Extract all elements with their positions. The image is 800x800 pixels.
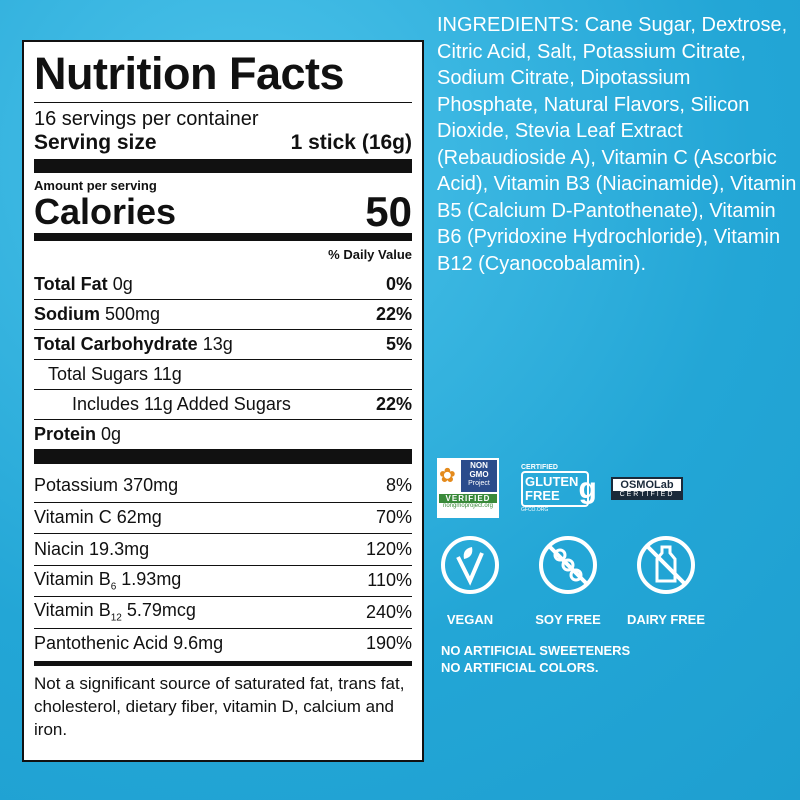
vitamin-dv: 70% <box>375 507 412 528</box>
vitamin-name: Vitamin B6 1.93mg <box>34 568 182 593</box>
claim: NO ARTIFICIAL COLORS. <box>441 660 599 675</box>
gf-certified: CERTIFIED <box>521 463 558 471</box>
nutrient-row: Includes 11g Added Sugars 22% <box>34 389 412 419</box>
dairy-free-label: DAIRY FREE <box>626 612 705 627</box>
calories-value: 50 <box>365 188 412 235</box>
vitamin-row: Vitamin C 62mg 70% <box>34 501 412 534</box>
nutrient-amount: 500mg <box>105 304 161 324</box>
nutrient-row: Protein 0g <box>34 419 412 449</box>
nutrition-facts-label: Nutrition Facts 16 servings per containe… <box>22 40 424 762</box>
nutrient-row: Total Carbohydrate 13g 5% <box>34 329 412 359</box>
nutrient-amount: 13g <box>202 334 233 354</box>
vitamin-row: Vitamin B12 5.79mcg 240% <box>34 596 412 628</box>
divider <box>34 233 412 241</box>
nutrient-dv: 5% <box>385 334 412 354</box>
serving-size-value: 1 stick (16g) <box>290 131 412 154</box>
divider <box>34 661 412 666</box>
vitamin-name: Niacin 19.3mg <box>34 538 150 559</box>
amount-per-serving: Amount per serving <box>34 178 157 193</box>
soy-free-icon <box>539 536 597 594</box>
diet-icons: VEGAN SOY FREE DAIRY FREE <box>440 535 705 627</box>
gf-text: FREE <box>525 487 560 503</box>
nutrient-row: Sodium 500mg 22% <box>34 299 412 329</box>
nutrient-name: Total Carbohydrate 13g <box>34 334 233 354</box>
gluten-free-badge: CERTIFIED GLUTEN FREE g GFCO.ORG <box>521 463 597 513</box>
vitamin-row: Pantothenic Acid 9.6mg 190% <box>34 627 412 660</box>
osmolab-badge: OSMOLab CERTIFIED <box>611 476 683 500</box>
osmolab-certified: CERTIFIED <box>619 490 675 498</box>
divider <box>34 449 412 464</box>
nutrient-amount: 0g <box>101 424 122 444</box>
vegan-leaf-icon <box>441 536 499 594</box>
vitamin-row: Vitamin B6 1.93mg 110% <box>34 564 412 597</box>
nutrient-dv: 22% <box>375 304 412 324</box>
vitamin-amount: 62mg <box>116 507 162 528</box>
vitamin-dv: 120% <box>365 538 412 559</box>
non-gmo-url: nongmoproject.org <box>442 503 494 509</box>
daily-value-header: % Daily Value <box>328 247 412 262</box>
vitamin-dv: 8% <box>385 475 412 496</box>
dairy-free-icon <box>637 536 695 594</box>
divider <box>34 159 412 173</box>
soy-free-badge: SOY FREE <box>535 535 601 627</box>
nutrient-dv: 22% <box>375 394 412 414</box>
ingredients-text: INGREDIENTS: Cane Sugar, Dextrose, Citri… <box>437 14 797 275</box>
servings-per-container: 16 servings per container <box>34 108 259 130</box>
osmolab-name: OSMOLab <box>613 478 681 491</box>
nutrient-name: Sodium 500mg <box>34 304 161 324</box>
nutrient-name: Total Fat 0g <box>34 273 133 294</box>
vitamin-amount: 9.6mg <box>173 633 224 654</box>
nutrient-row: Total Fat 0g 0% <box>34 269 412 299</box>
nutrient-row: Total Sugars 11g <box>34 359 412 389</box>
vitamin-name: Vitamin B12 5.79mcg <box>34 600 196 625</box>
vitamin-amount: 19.3mg <box>89 538 150 559</box>
serving-size-label: Serving size <box>34 131 157 154</box>
vitamin-row: Niacin 19.3mg 120% <box>34 533 412 565</box>
butterfly-icon: ✿ <box>439 465 456 487</box>
calories-label: Calories <box>34 191 177 232</box>
calories-row: Calories 50 <box>34 188 412 235</box>
vitamin-amount: 5.79mcg <box>126 600 196 621</box>
serving-size: Serving size 1 stick (16g) <box>34 131 412 155</box>
vitamin-amount: 1.93mg <box>121 568 182 589</box>
non-gmo-text: GMO <box>469 470 489 479</box>
nutrient-name: Includes 11g Added Sugars <box>72 394 291 414</box>
soy-free-label: SOY FREE <box>535 612 601 627</box>
vitamin-row: Potassium 370mg 8% <box>34 470 412 502</box>
non-gmo-badge: ✿ NON GMO Project VERIFIED nongmoproject… <box>437 458 499 518</box>
certification-badges: ✿ NON GMO Project VERIFIED nongmoproject… <box>437 458 683 518</box>
non-gmo-text: Project <box>468 480 490 487</box>
claim: NO ARTIFICIAL SWEETENERS <box>441 643 631 658</box>
label-title: Nutrition Facts <box>34 46 412 103</box>
claims: NO ARTIFICIAL SWEETENERS NO ARTIFICIAL C… <box>441 642 630 676</box>
nutrient-name: Total Sugars 11g <box>48 364 182 384</box>
vegan-badge: VEGAN <box>440 535 500 627</box>
vitamin-amount: 370mg <box>123 475 179 496</box>
vegan-label: VEGAN <box>446 612 494 627</box>
verified-text: VERIFIED <box>439 494 497 503</box>
gf-text: GLUTEN <box>525 473 579 489</box>
vitamin-dv: 240% <box>365 601 412 622</box>
nutrient-dv: 0% <box>385 273 412 294</box>
nutrient-amount: 0g <box>112 273 133 294</box>
vitamin-name: Vitamin C 62mg <box>34 507 162 528</box>
g-logo-icon: g <box>578 471 597 505</box>
nutrient-name: Protein 0g <box>34 424 122 444</box>
footnote: Not a significant source of saturated fa… <box>34 674 405 739</box>
vitamin-dv: 110% <box>367 570 412 591</box>
vitamin-name: Pantothenic Acid 9.6mg <box>34 633 224 654</box>
vitamin-dv: 190% <box>365 633 412 654</box>
gf-url: GFCO.ORG <box>521 506 549 513</box>
non-gmo-text: NON <box>470 461 488 470</box>
dairy-free-badge: DAIRY FREE <box>627 535 705 627</box>
vitamin-name: Potassium 370mg <box>34 475 179 496</box>
